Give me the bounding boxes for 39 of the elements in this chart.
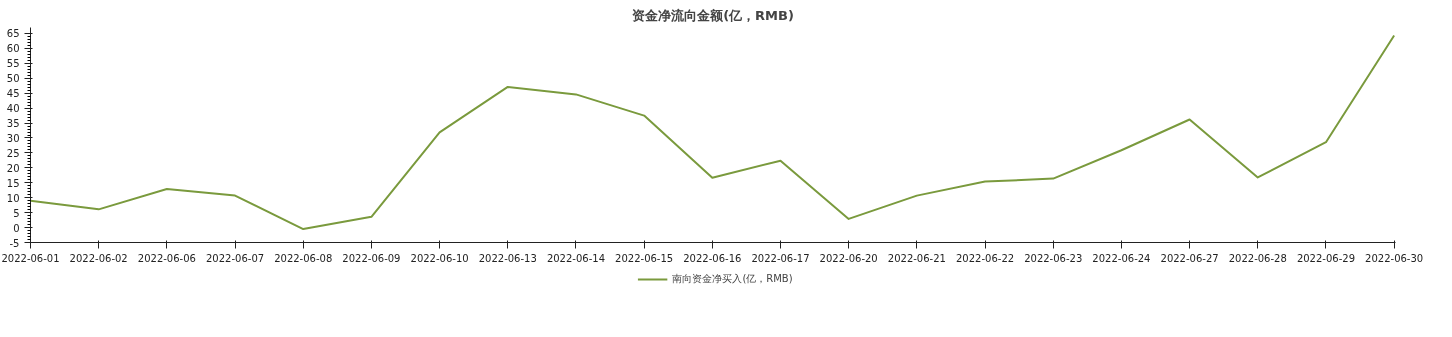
x-tick-label: 2022-06-08 (274, 252, 333, 264)
chart-title: 资金净流向金额(亿，RMB) (632, 7, 794, 23)
x-tick-label: 2022-06-10 (410, 252, 469, 264)
y-tick-label: -5 (9, 237, 20, 249)
x-tick-label: 2022-06-13 (478, 252, 537, 264)
x-tick-label: 2022-06-27 (1160, 252, 1219, 264)
y-tick-label: 65 (6, 28, 20, 40)
y-tick-label: 20 (6, 162, 20, 174)
y-tick-label: 60 (6, 43, 20, 55)
x-tick-label: 2022-06-15 (615, 252, 674, 264)
x-tick-label: 2022-06-28 (1228, 252, 1287, 264)
y-tick-label: 25 (6, 147, 20, 159)
y-tick-label: 45 (6, 88, 20, 100)
x-tick-label: 2022-06-24 (1092, 252, 1151, 264)
x-tick-label: 2022-06-21 (887, 252, 946, 264)
x-tick-label: 2022-06-20 (819, 252, 878, 264)
x-tick-label: 2022-06-23 (1024, 252, 1083, 264)
y-tick-label: 5 (13, 207, 20, 219)
x-tick-label: 2022-06-30 (1365, 252, 1424, 264)
y-tick-label: 50 (6, 73, 20, 85)
y-tick-label: 30 (6, 132, 20, 144)
y-tick-label: 40 (6, 103, 20, 115)
y-tick-label: 55 (6, 58, 20, 70)
x-tick-label: 2022-06-09 (342, 252, 401, 264)
x-tick-label: 2022-06-14 (546, 252, 606, 264)
x-tick-label: 2022-06-01 (1, 252, 60, 264)
x-tick-label: 2022-06-17 (751, 252, 810, 264)
x-tick-label: 2022-06-02 (69, 252, 128, 264)
x-tick-label: 2022-06-07 (205, 252, 265, 264)
y-tick-label: 0 (13, 222, 20, 234)
y-tick-label: 35 (6, 118, 20, 130)
y-tick-label: 10 (6, 192, 20, 204)
x-tick-label: 2022-06-06 (137, 252, 196, 264)
x-tick-label: 2022-06-16 (683, 252, 742, 264)
y-tick-label: 15 (6, 177, 20, 189)
x-tick-label: 2022-06-22 (955, 252, 1015, 264)
x-tick-label: 2022-06-29 (1296, 252, 1356, 264)
line-series (30, 34, 1396, 231)
legend-label: 南向资金净买入(亿，RMB) (672, 272, 793, 286)
